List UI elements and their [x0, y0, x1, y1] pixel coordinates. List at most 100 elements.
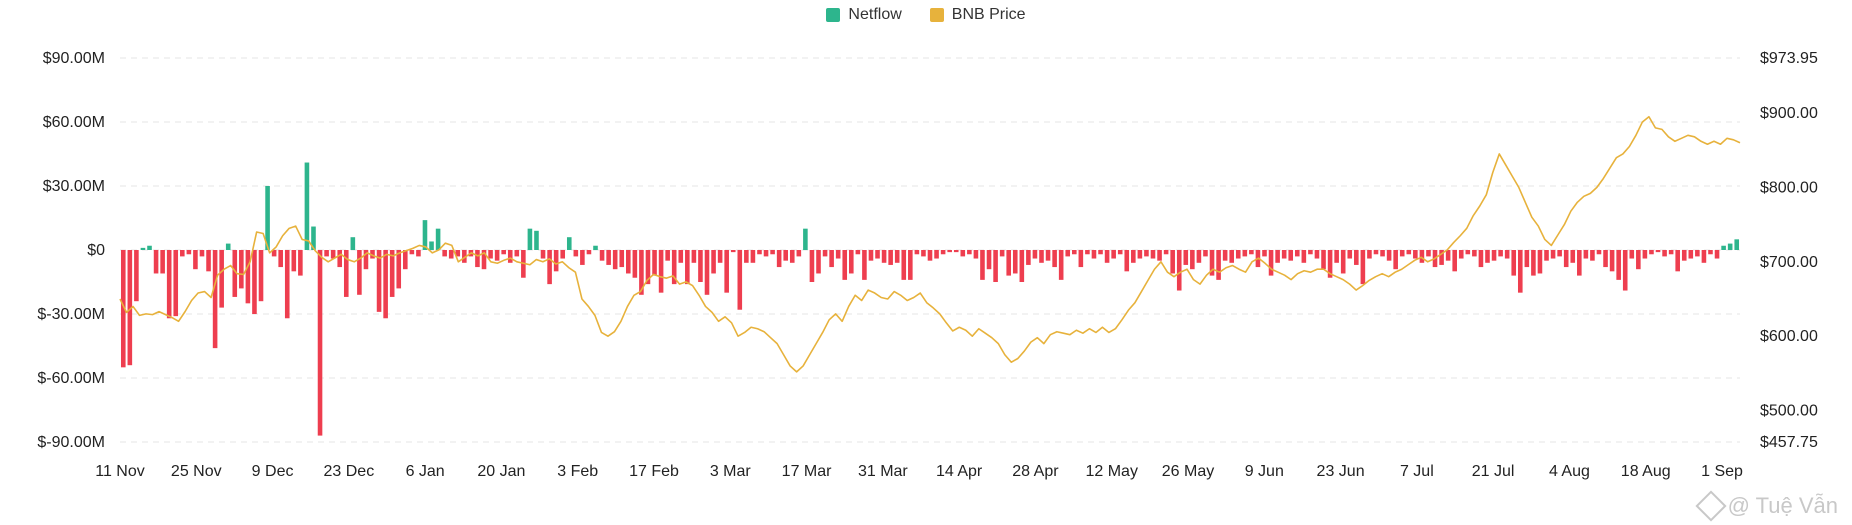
netflow-bar[interactable]	[147, 245, 152, 250]
netflow-bar[interactable]	[1504, 250, 1510, 259]
netflow-bar[interactable]	[816, 250, 821, 274]
bnb-price-line[interactable]	[119, 115, 1741, 373]
netflow-bar[interactable]	[573, 250, 579, 257]
netflow-bar[interactable]	[363, 250, 369, 270]
netflow-bar[interactable]	[809, 250, 815, 282]
netflow-bar[interactable]	[1642, 250, 1648, 259]
legend-item-netflow[interactable]: Netflow	[826, 6, 902, 24]
netflow-bar[interactable]	[1714, 250, 1720, 259]
netflow-bar[interactable]	[691, 250, 697, 263]
netflow-bar[interactable]	[1708, 250, 1713, 255]
netflow-bar[interactable]	[914, 250, 920, 255]
netflow-bar[interactable]	[199, 250, 205, 257]
netflow-bar[interactable]	[180, 250, 185, 257]
netflow-bar[interactable]	[140, 247, 146, 250]
netflow-bar[interactable]	[1242, 250, 1248, 257]
netflow-bar[interactable]	[1301, 250, 1307, 263]
netflow-bar[interactable]	[442, 250, 447, 257]
netflow-bar[interactable]	[1117, 250, 1123, 255]
netflow-bar[interactable]	[1072, 250, 1077, 255]
netflow-bar[interactable]	[1091, 250, 1097, 259]
netflow-bar[interactable]	[993, 250, 998, 282]
netflow-bar[interactable]	[1419, 250, 1425, 263]
netflow-bar[interactable]	[186, 250, 192, 255]
netflow-bar[interactable]	[1616, 250, 1621, 280]
netflow-bar[interactable]	[271, 250, 277, 257]
netflow-bar[interactable]	[606, 250, 611, 265]
netflow-bar[interactable]	[894, 250, 900, 263]
netflow-bar[interactable]	[717, 250, 723, 263]
netflow-bar[interactable]	[1655, 250, 1661, 253]
netflow-bar[interactable]	[455, 250, 461, 257]
netflow-bar[interactable]	[1281, 250, 1287, 259]
netflow-bar[interactable]	[258, 250, 264, 302]
netflow-bar[interactable]	[1577, 250, 1582, 276]
netflow-bar[interactable]	[1609, 250, 1615, 272]
netflow-bar[interactable]	[291, 250, 297, 272]
netflow-bar[interactable]	[789, 250, 795, 263]
netflow-bar[interactable]	[730, 250, 736, 253]
netflow-bar[interactable]	[1052, 250, 1057, 268]
netflow-bar[interactable]	[1354, 250, 1359, 265]
netflow-bar[interactable]	[678, 250, 684, 263]
netflow-bar[interactable]	[475, 250, 480, 268]
netflow-bar[interactable]	[383, 250, 388, 319]
netflow-bar[interactable]	[1531, 250, 1536, 276]
netflow-bar[interactable]	[429, 241, 434, 250]
netflow-bar[interactable]	[783, 250, 788, 261]
netflow-bar[interactable]	[1275, 250, 1280, 263]
netflow-bar[interactable]	[1058, 250, 1064, 280]
netflow-bar[interactable]	[967, 250, 972, 255]
netflow-bar[interactable]	[855, 250, 861, 255]
netflow-bar[interactable]	[534, 230, 539, 250]
netflow-bar[interactable]	[986, 250, 992, 270]
netflow-bar[interactable]	[403, 250, 408, 270]
netflow-bar[interactable]	[298, 250, 303, 276]
netflow-bar[interactable]	[1314, 250, 1320, 259]
netflow-bar[interactable]	[1511, 250, 1517, 276]
netflow-bar[interactable]	[376, 250, 382, 312]
netflow-bar[interactable]	[1229, 250, 1234, 263]
netflow-bar[interactable]	[245, 250, 251, 304]
netflow-bar[interactable]	[1721, 245, 1726, 250]
netflow-bar[interactable]	[671, 250, 677, 285]
netflow-bar[interactable]	[665, 250, 670, 261]
netflow-bar[interactable]	[1249, 250, 1254, 255]
netflow-bar[interactable]	[842, 250, 848, 280]
netflow-bar[interactable]	[488, 250, 493, 259]
netflow-bar[interactable]	[1380, 250, 1385, 257]
netflow-bar[interactable]	[1399, 250, 1405, 257]
netflow-bar[interactable]	[1445, 250, 1451, 261]
netflow-bar[interactable]	[645, 250, 651, 285]
netflow-bar[interactable]	[1636, 250, 1641, 270]
netflow-bar[interactable]	[1360, 250, 1366, 285]
netflow-bar[interactable]	[934, 250, 939, 259]
netflow-bar[interactable]	[1262, 250, 1267, 257]
netflow-bar[interactable]	[173, 250, 179, 317]
netflow-bar[interactable]	[330, 250, 336, 259]
netflow-bar[interactable]	[1334, 250, 1339, 263]
netflow-bar[interactable]	[1557, 250, 1562, 257]
netflow-bar[interactable]	[278, 250, 283, 268]
netflow-bar[interactable]	[1688, 250, 1694, 259]
netflow-bar[interactable]	[822, 250, 828, 257]
netflow-bar[interactable]	[1681, 250, 1687, 261]
netflow-bar[interactable]	[494, 250, 500, 261]
netflow-bar[interactable]	[514, 250, 520, 257]
netflow-bar[interactable]	[711, 250, 716, 274]
netflow-bar[interactable]	[612, 250, 618, 270]
netflow-bar[interactable]	[1439, 250, 1444, 265]
netflow-bar[interactable]	[1039, 250, 1044, 263]
netflow-bar[interactable]	[560, 250, 566, 259]
netflow-bar[interactable]	[206, 250, 211, 272]
netflow-bar[interactable]	[1321, 250, 1326, 270]
netflow-bar[interactable]	[849, 250, 854, 274]
netflow-bar[interactable]	[1203, 250, 1208, 257]
netflow-bar[interactable]	[599, 250, 605, 261]
netflow-bar[interactable]	[868, 250, 874, 261]
netflow-bar[interactable]	[1367, 250, 1372, 259]
netflow-bar[interactable]	[1386, 250, 1392, 261]
netflow-bar[interactable]	[901, 250, 907, 280]
netflow-bar[interactable]	[1675, 250, 1680, 272]
netflow-bar[interactable]	[265, 186, 270, 250]
